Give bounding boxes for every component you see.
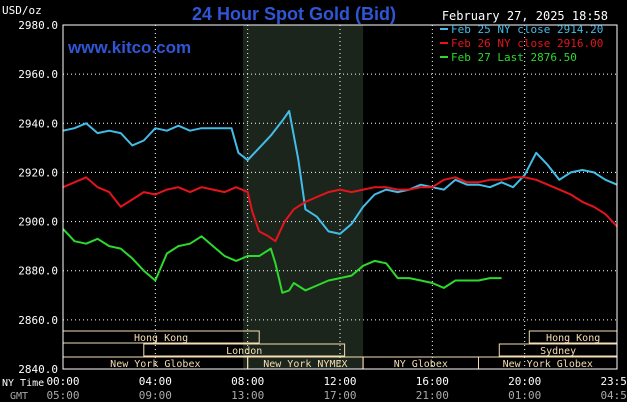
plot-frame — [62, 24, 618, 370]
y-axis-tick-labels: 2840.0 2860.0 2880.0 2900.0 2920.0 2940.0 2960… — [18, 19, 58, 376]
x-tick-label-gmt: 04:59 — [600, 389, 627, 402]
chart-title: 24 Hour Spot Gold (Bid) — [192, 4, 396, 24]
x-tick-label-ny: 20:00 — [508, 375, 541, 388]
legend-label: Feb 27 Last 2876.50 — [451, 51, 577, 64]
series-line-3 — [62, 228, 502, 294]
x-tick-label-gmt: 17:00 — [323, 389, 356, 402]
x-tick-label-ny: 08:00 — [231, 375, 264, 388]
market-session-box — [143, 343, 346, 357]
x-tick-label-ny: 16:00 — [416, 375, 449, 388]
ny-time-label: NY Time — [2, 378, 44, 389]
series-line-2 — [62, 176, 618, 243]
x-tick-label-gmt: 21:00 — [416, 389, 449, 402]
market-session-label: New York Globex — [503, 359, 593, 370]
y-tick-label: 2900.0 — [18, 216, 58, 229]
x-tick-label-gmt: 01:00 — [508, 389, 541, 402]
market-session-label: Sydney — [540, 346, 576, 357]
gmt-label: GMT — [10, 391, 28, 402]
x-tick-label-gmt: 05:00 — [46, 389, 79, 402]
market-session-label: NY Globex — [394, 359, 448, 370]
market-session-label: Hong Kong — [546, 333, 600, 344]
market-session-label: New York Globex — [110, 359, 200, 370]
x-tick-label-gmt: 09:00 — [139, 389, 172, 402]
market-session-label: London — [226, 346, 262, 357]
x-tick-label-ny: 00:00 — [46, 375, 79, 388]
x-tick-label-ny: 23:59 — [600, 375, 627, 388]
x-tick-label-gmt: 13:00 — [231, 389, 264, 402]
y-tick-label: 2980.0 — [18, 19, 58, 32]
watermark-url: www.kitco.com — [67, 38, 191, 57]
y-tick-label: 2860.0 — [18, 314, 58, 327]
y-tick-label: 2960.0 — [18, 68, 58, 81]
legend-label: Feb 25 NY close 2914.20 — [451, 23, 603, 36]
market-session-label: New York NYMEX — [263, 359, 347, 370]
price-series — [62, 110, 618, 294]
legend-label: Feb 26 NY close 2916.00 — [451, 37, 603, 50]
series-line-1 — [62, 110, 618, 235]
y-unit-label: USD/oz — [2, 4, 42, 17]
y-tick-label: 2940.0 — [18, 117, 58, 130]
y-tick-label: 2880.0 — [18, 265, 58, 278]
y-tick-label: 2920.0 — [18, 166, 58, 179]
x-tick-label-ny: 12:00 — [323, 375, 356, 388]
x-tick-label-ny: 04:00 — [139, 375, 172, 388]
market-session-label: Hong Kong — [134, 333, 188, 344]
y-tick-label: 2840.0 — [18, 363, 58, 376]
timestamp: February 27, 2025 18:58 — [442, 9, 608, 23]
